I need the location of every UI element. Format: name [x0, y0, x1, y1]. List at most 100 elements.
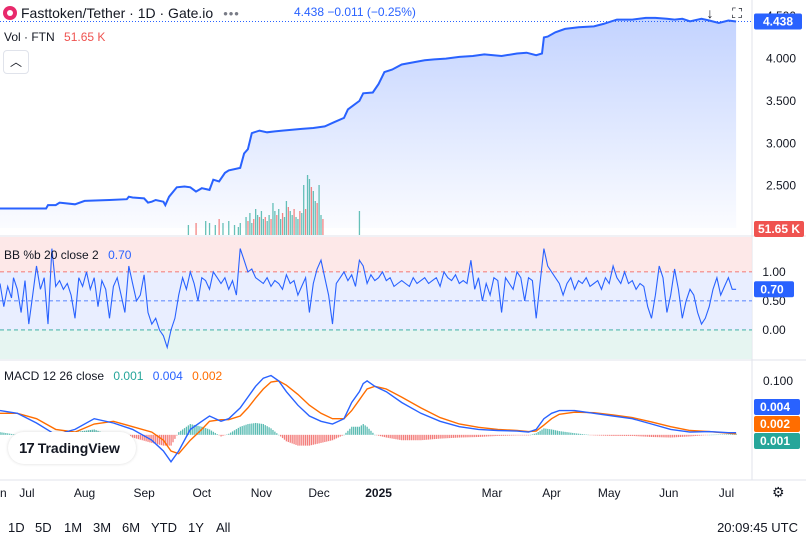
range-1m[interactable]: 1M [64, 520, 83, 535]
macd-hist-bar [462, 434, 464, 438]
macd-hist-bar [412, 434, 414, 441]
macd-hist-bar [470, 434, 472, 438]
download-icon[interactable]: ↓ [706, 5, 714, 21]
macd-hist-bar [597, 434, 599, 436]
time-tick-label: Aug [74, 486, 95, 500]
macd-hist-bar [272, 429, 274, 435]
macd-hist-bar [253, 423, 255, 435]
macd-hist-bar [387, 434, 389, 438]
macd-hist-bar [291, 434, 293, 444]
macd-hist-bar [648, 434, 651, 437]
macd-hist-bar [370, 430, 372, 435]
macd-hist-bar [360, 425, 363, 435]
macd-hist-bar [241, 426, 243, 435]
volume-bar [301, 213, 303, 235]
volume-pane [187, 175, 361, 235]
macd-hist-bar [456, 434, 459, 438]
macd-hist-bar [333, 434, 336, 440]
macd-hist-bar [439, 434, 441, 439]
bb-legend-value: 0.70 [108, 248, 132, 262]
macd-hist-bar [364, 425, 366, 435]
macd-hist-bar [187, 425, 190, 435]
macd-hist-bar [228, 433, 230, 435]
range-all[interactable]: All [216, 520, 231, 535]
macd-hist-bar [549, 429, 551, 435]
macd-hist-bar [191, 424, 193, 435]
macd-hist-bar [372, 432, 374, 435]
symbol-title[interactable]: Fasttoken/Tether · 1D · Gate.io [21, 5, 214, 21]
macd-hist-bar [414, 434, 416, 441]
macd-hist-bar [379, 434, 382, 437]
macd-hist-bar [616, 434, 618, 436]
macd-hist-bar [675, 434, 678, 438]
macd-hist-bar [435, 434, 437, 439]
macd-hist-bar [479, 434, 482, 437]
range-3m[interactable]: 3M [93, 520, 112, 535]
bb-tick-label: 0.00 [762, 323, 786, 337]
price-last-label: 4.438 [763, 14, 793, 28]
macd-hist-bar [629, 434, 632, 436]
volume-bar [249, 213, 251, 235]
volume-bar [247, 221, 249, 235]
macd-hist-bar [729, 434, 732, 435]
macd-hist-bar [132, 434, 134, 438]
macd-hist-bar [431, 434, 434, 440]
macd-hist-bar [635, 434, 637, 437]
macd-hist-bar [506, 434, 509, 436]
time-axis[interactable]: n Jul Aug Sep Oct Nov Dec 2025 Mar Apr May Jun Jul [0, 486, 734, 500]
volume-bar [262, 219, 264, 235]
macd-hist-bar [627, 434, 630, 436]
volume-bar [256, 215, 259, 235]
volume-bar [276, 215, 278, 235]
macd-hist-bar [645, 434, 647, 437]
price-tick-label: 3.000 [766, 136, 796, 150]
macd-hist-bar [727, 434, 730, 435]
macd-hist-bar [489, 434, 491, 437]
volume-bar [322, 219, 324, 235]
macd-hist-bar [460, 434, 462, 438]
macd-hist-bar [208, 429, 211, 435]
macd-hist-bar [554, 430, 557, 435]
volume-bar [233, 225, 236, 235]
macd-hist-bar [314, 434, 316, 445]
volume-last-badge [754, 221, 804, 237]
volume-bar [316, 203, 318, 235]
range-ytd[interactable]: YTD [151, 520, 177, 535]
macd-hist-bar [577, 433, 580, 435]
macd-hist-bar [693, 434, 695, 437]
range-1y[interactable]: 1Y [188, 520, 204, 535]
gear-icon[interactable]: ⚙ [772, 484, 785, 500]
macd-hist-bar [356, 426, 359, 435]
tradingview-logo[interactable]: 17 TradingView [8, 432, 136, 464]
fullscreen-icon[interactable]: ⛶ [732, 5, 742, 21]
macd-hist-bar [568, 432, 570, 435]
macd-hist-bar [178, 432, 180, 435]
macd-hist-bar [533, 433, 535, 435]
time-tick-label: Dec [308, 486, 329, 500]
range-5d[interactable]: 5D [35, 520, 52, 535]
more-dots-icon[interactable]: ••• [223, 5, 240, 21]
collapse-legend-button[interactable]: ︿ [3, 50, 29, 74]
macd-hist-bar [575, 433, 578, 435]
macd-hist-bar [1, 432, 3, 435]
macd-legend-macd: 0.001 [113, 369, 144, 383]
volume-bar [310, 187, 313, 235]
price-area-fill [0, 17, 737, 229]
macd-hist-bar [243, 425, 245, 435]
macd-hist-bar [579, 433, 582, 435]
volume-bar [358, 211, 361, 235]
macd-legend-hist: 0.002 [192, 369, 223, 383]
macd-hist-bar [652, 434, 655, 438]
macd-hist-bar [9, 433, 11, 435]
macd-hist-bar [424, 434, 426, 440]
macd-hist-bar [231, 431, 234, 435]
range-6m[interactable]: 6M [122, 520, 141, 535]
volume-bar [239, 223, 241, 235]
macd-hist-bar [735, 433, 737, 435]
range-1d[interactable]: 1D [8, 520, 25, 535]
gate-logo-icon [3, 6, 17, 20]
macd-hist-bar [660, 434, 662, 438]
macd-hist-bar [139, 434, 141, 440]
